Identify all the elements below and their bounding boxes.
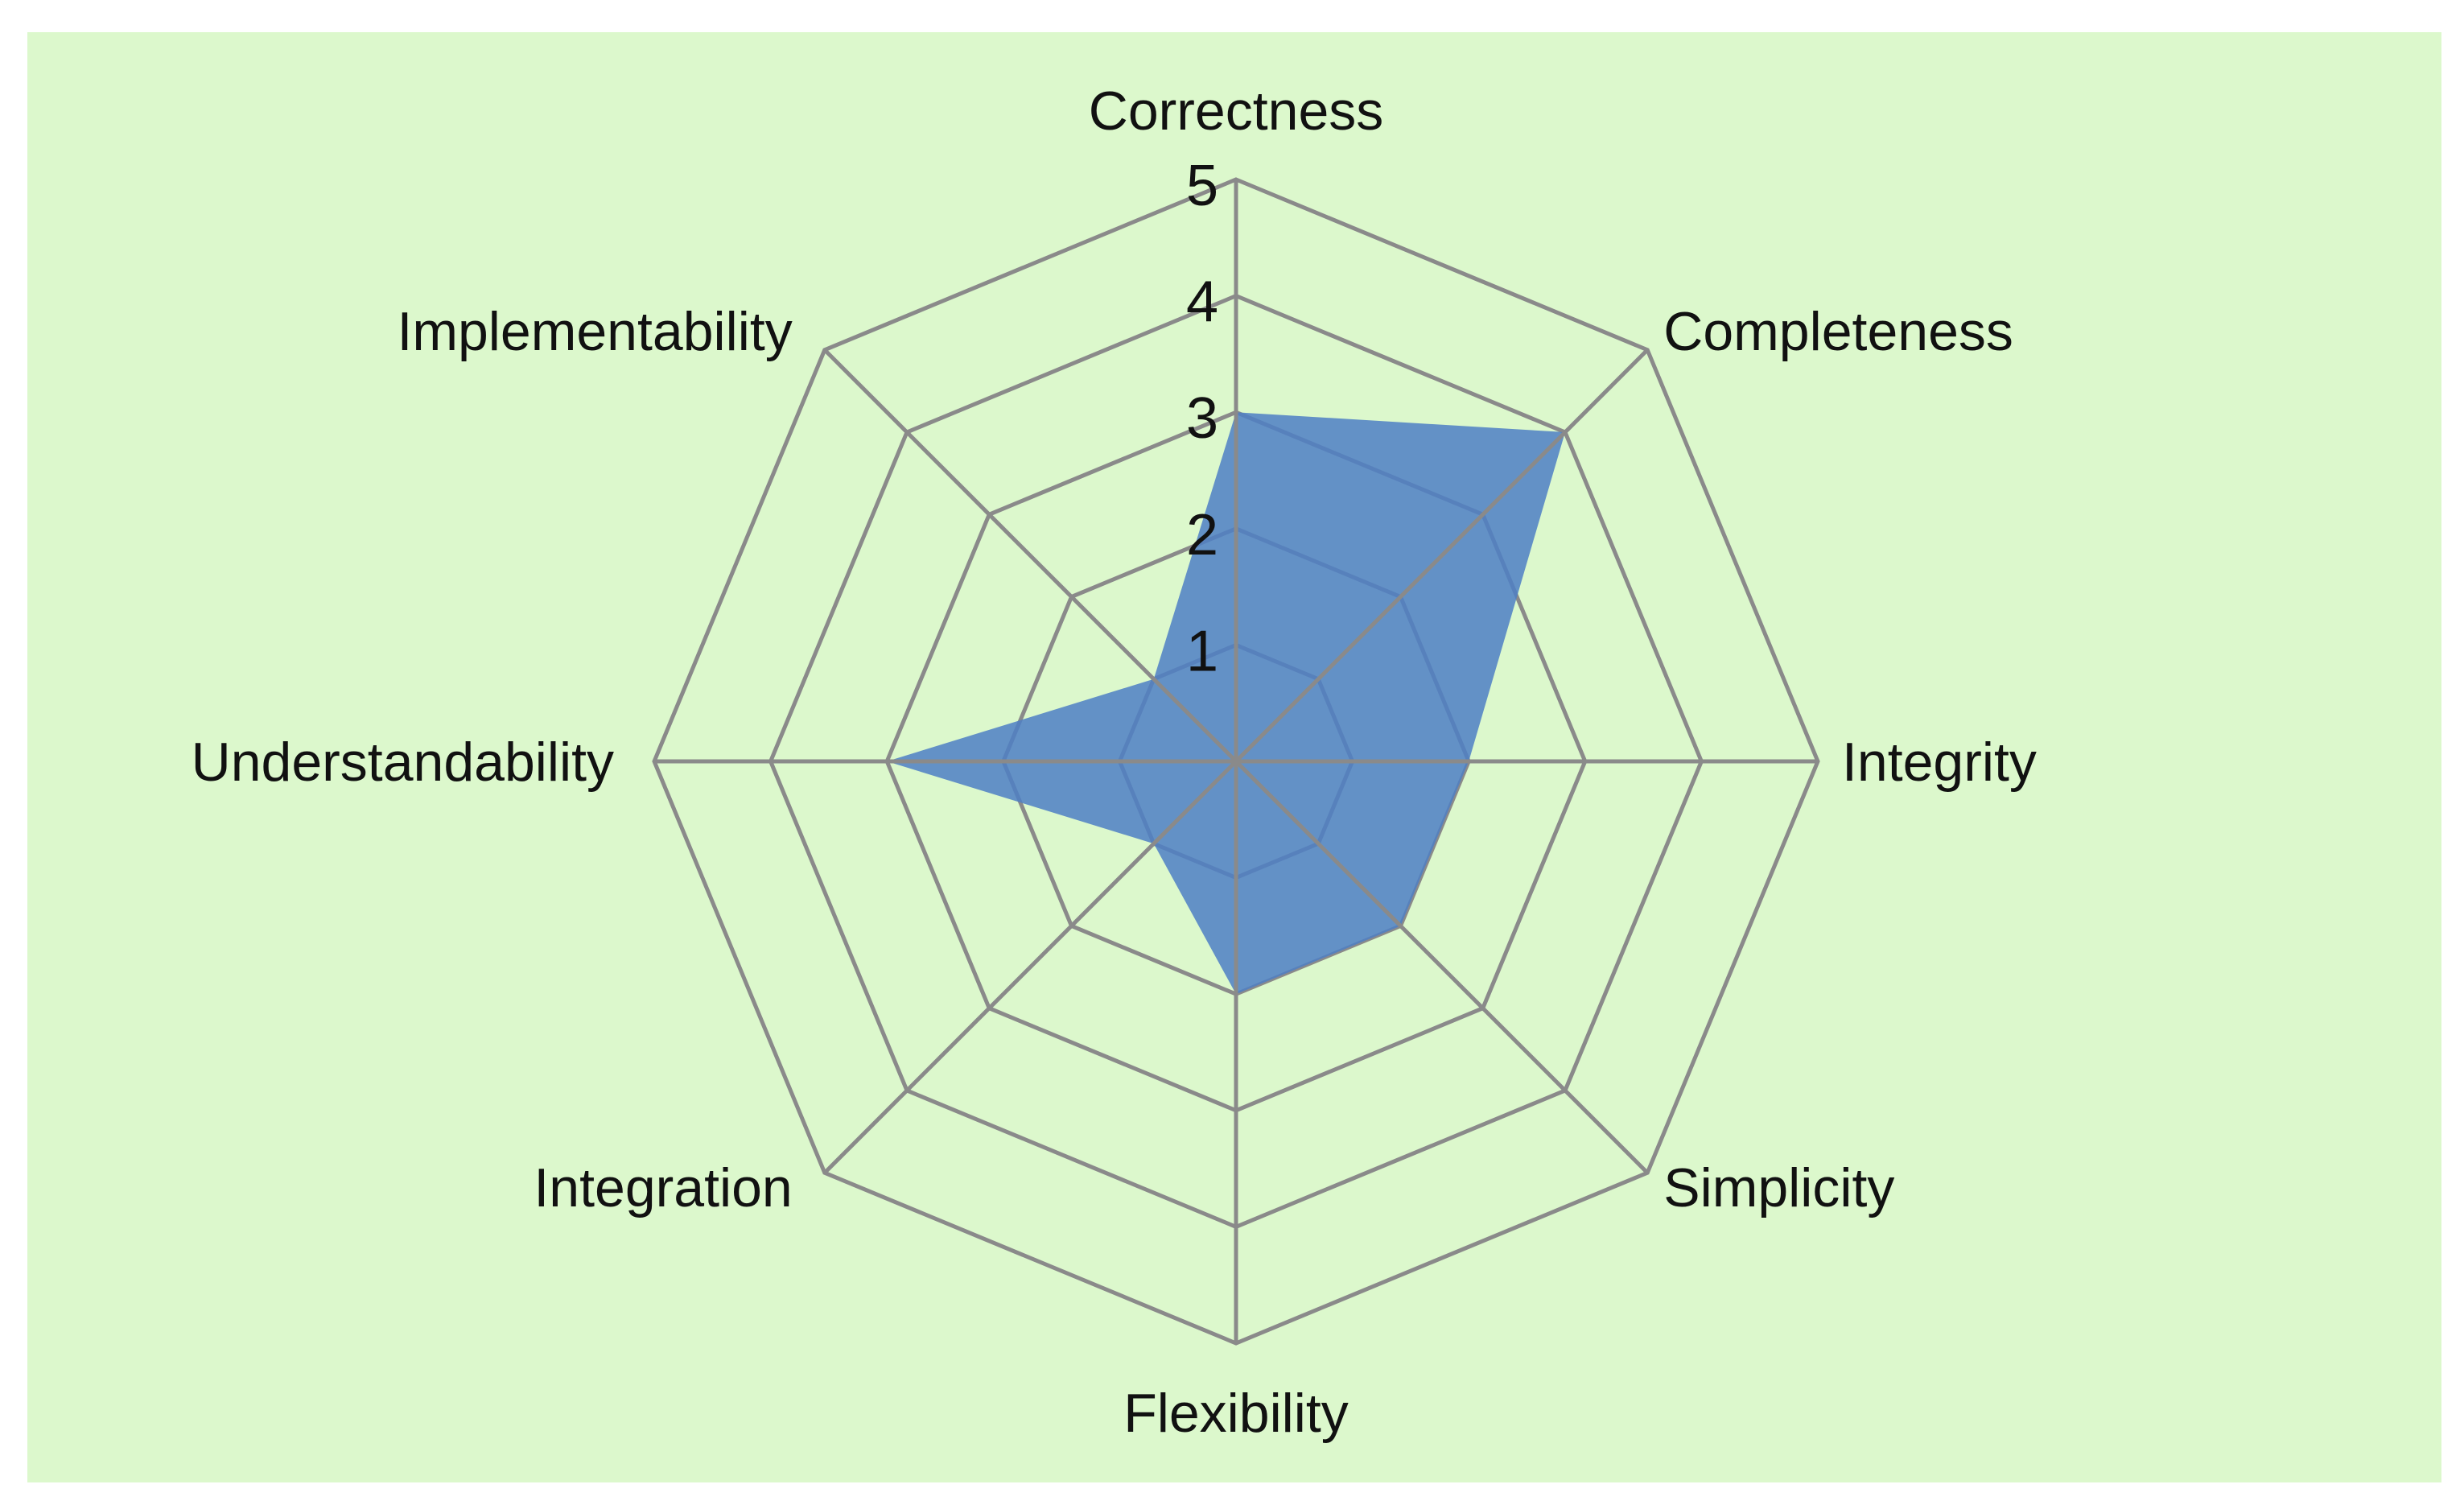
spoke-5	[822, 760, 1238, 1175]
spoke-7	[822, 348, 1238, 763]
series-layer	[887, 412, 1565, 995]
grid-spokes	[654, 179, 1818, 1343]
chart-area: 1 2 3 4 5 Correctness Completeness Integrity Si…	[27, 32, 2441, 1482]
category-label-implementability: Implementability	[397, 301, 792, 362]
category-label-simplicity: Simplicity	[1663, 1157, 1894, 1218]
category-label-integration: Integration	[534, 1157, 792, 1218]
category-label-correctness: Correctness	[1089, 80, 1384, 142]
tick-label-5: 5	[1186, 154, 1218, 218]
spoke-3	[1234, 760, 1650, 1175]
category-label-understandability: Understandability	[192, 732, 614, 793]
radial-tick-labels: 1 2 3 4 5	[1186, 154, 1218, 683]
category-label-flexibility: Flexibility	[1123, 1383, 1349, 1444]
series-area-0	[887, 412, 1565, 995]
category-label-completeness: Completeness	[1663, 301, 2013, 362]
tick-label-2: 2	[1186, 503, 1218, 567]
category-label-integrity: Integrity	[1842, 732, 2037, 793]
spoke-1	[1234, 348, 1650, 763]
tick-label-4: 4	[1186, 270, 1218, 335]
category-labels: Correctness Completeness Integrity Simplici…	[192, 80, 2037, 1444]
tick-label-3: 3	[1186, 386, 1218, 451]
radar-chart: 1 2 3 4 5 Correctness Completeness Integrity Si…	[192, 80, 2037, 1444]
tick-label-1: 1	[1186, 619, 1218, 683]
